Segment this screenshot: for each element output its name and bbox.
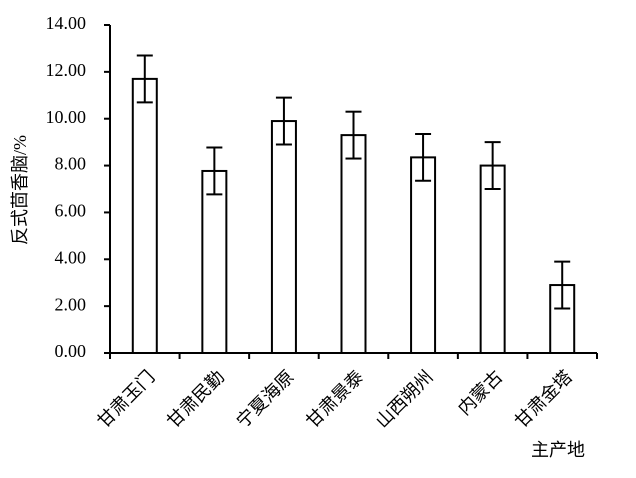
y-tick-label: 14.00 [46, 13, 87, 33]
bar [201, 169, 228, 354]
x-axis-label: 主产地 [531, 440, 585, 460]
error-bar [206, 146, 223, 196]
x-tick-label: 宁夏海原 [233, 367, 298, 432]
error-bar [275, 96, 292, 146]
bar [131, 77, 158, 354]
x-tick-label: 山西朔州 [372, 367, 437, 432]
bar [410, 156, 437, 354]
y-tick-label: 2.00 [55, 294, 87, 314]
error-bar [554, 260, 571, 310]
y-axis-label: 反式茴香脑/% [10, 135, 30, 245]
y-tick-label: 10.00 [46, 107, 87, 127]
y-tick-label: 4.00 [55, 247, 87, 267]
error-bar [345, 110, 362, 160]
y-tick-label: 12.00 [46, 60, 87, 80]
error-bar [415, 132, 432, 182]
bar [340, 134, 367, 354]
y-tick-label: 0.00 [55, 341, 87, 361]
bar [479, 164, 506, 354]
x-tick-label: 甘肃玉门 [93, 367, 158, 432]
x-tick-label: 甘肃景泰 [302, 367, 367, 432]
y-tick-label: 6.00 [55, 201, 87, 221]
error-bar [484, 141, 501, 190]
x-tick-label: 内蒙古 [454, 367, 506, 419]
bar [270, 120, 297, 354]
x-tick-label: 甘肃民勤 [163, 367, 228, 432]
y-tick-label: 8.00 [55, 154, 87, 174]
error-bar [136, 54, 153, 104]
x-tick-label: 甘肃金塔 [511, 367, 576, 432]
